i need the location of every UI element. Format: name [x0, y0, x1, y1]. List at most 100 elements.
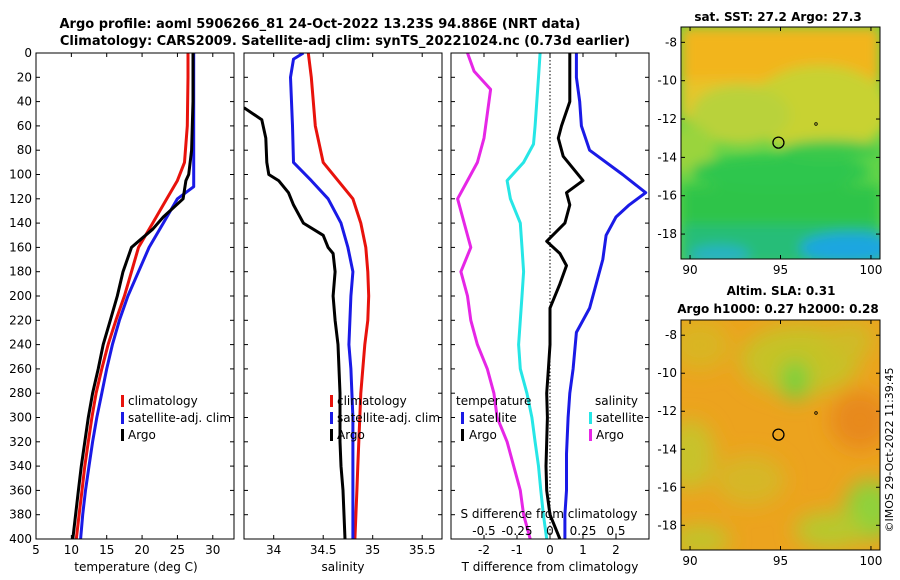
- legend-label-s-satellite: satellite: [596, 411, 644, 425]
- y-tick-label: 320: [9, 435, 32, 449]
- x-tick-label: 1: [579, 543, 587, 557]
- legend-swatch-satellite: [121, 412, 124, 424]
- y-tick-label: 0: [24, 46, 32, 60]
- top-tick-label: 0.5: [606, 524, 625, 538]
- plot-frame: [243, 52, 443, 540]
- x-tick-label: 34.5: [310, 543, 337, 557]
- map-x-tick-label: 90: [682, 263, 697, 277]
- y-tick-label: 160: [9, 240, 32, 254]
- series-line-argo: [244, 106, 347, 539]
- map-x-tick-label: 95: [773, 554, 788, 568]
- map-y-tick-label: -10: [657, 366, 677, 380]
- legend-label-climatology: climatology: [128, 394, 198, 408]
- map-y-tick-label: -12: [657, 404, 677, 418]
- y-tick-label: 240: [9, 338, 32, 352]
- legend-swatch-argo: [330, 429, 333, 441]
- map-y-tick-label: -16: [657, 480, 677, 494]
- y-tick-label: 200: [9, 289, 32, 303]
- legend-label-satellite: satellite-adj. clim: [128, 411, 231, 425]
- top-tick-label: -0.5: [472, 524, 495, 538]
- island-marker: [814, 122, 818, 126]
- legend-label-argo: Argo: [337, 428, 365, 442]
- x-tick-label: 35: [365, 543, 380, 557]
- series-group: [456, 53, 648, 539]
- legend-swatch-climatology: [121, 395, 124, 407]
- x-tick-label: 0: [546, 543, 554, 557]
- legend-label-t-satellite: satellite: [469, 411, 517, 425]
- x-tick-label: 35.5: [409, 543, 436, 557]
- y-tick-label: 220: [9, 313, 32, 327]
- legend-swatch-t-satellite: [461, 412, 464, 424]
- legend-swatch-t-argo: [461, 429, 464, 441]
- map-y-tick-label: -14: [657, 150, 677, 164]
- sst-map-title: sat. SST: 27.2 Argo: 27.3: [694, 10, 861, 24]
- y-tick-label: 280: [9, 386, 32, 400]
- series-line-satellite-adj-clim: [289, 53, 355, 539]
- map-y-tick-label: -8: [665, 328, 677, 342]
- sla-map-panel: Altim. SLA: 0.31 Argo h1000: 0.27 h2000:…: [657, 284, 883, 568]
- map-y-tick-label: -14: [657, 442, 677, 456]
- difference-panel: -2 -1 0 1 2 -0.5 -0.25 0 0.25 0.5: [450, 52, 650, 557]
- salinity-legend: climatology satellite-adj. clim Argo: [330, 394, 440, 442]
- plot-frame: [35, 52, 235, 540]
- timestamp: ©IMOS 29-Oct-2022 11:39:45: [883, 367, 896, 532]
- x-tick-label: -2: [478, 543, 490, 557]
- y-tick-label: 340: [9, 459, 32, 473]
- series-line-t-satellite: [505, 53, 549, 539]
- legend-label-climatology: climatology: [337, 394, 407, 408]
- y-tick-label: 40: [17, 95, 32, 109]
- series-line-climatology: [306, 53, 371, 539]
- argo-position-marker: [772, 428, 785, 441]
- top-tick-label: 0: [546, 524, 554, 538]
- series-line-argo: [71, 53, 195, 539]
- temperature-panel: 0 20 40 60 80 100 120 140 160 180 200 220 240 260 280 3…: [9, 46, 235, 557]
- x-tick-label: 5: [32, 543, 40, 557]
- legend-label-satellite: satellite-adj. clim: [337, 411, 440, 425]
- x-tick-label: 20: [134, 543, 149, 557]
- difference-top-label: S difference from climatology: [461, 507, 638, 521]
- map-y-tick-label: -18: [657, 518, 677, 532]
- top-tick-label: -0.25: [501, 524, 532, 538]
- temperature-xlabel: temperature (deg C): [74, 560, 197, 574]
- series-line-climatology: [74, 53, 190, 539]
- y-tick-label: 120: [9, 192, 32, 206]
- map-y-tick-label: -8: [665, 35, 677, 49]
- legend-title-temperature: temperature: [456, 394, 531, 408]
- legend-title-salinity: salinity: [595, 394, 638, 408]
- map-y-tick-label: -16: [657, 189, 677, 203]
- y-tick-label: 300: [9, 411, 32, 425]
- island-marker: [814, 411, 818, 415]
- difference-legend: temperature satellite Argo salinity sate…: [456, 394, 644, 442]
- temperature-legend: climatology satellite-adj. clim Argo: [121, 394, 231, 442]
- map-y-tick-label: -18: [657, 227, 677, 241]
- series-group: [244, 53, 371, 539]
- map-y-tick-label: -12: [657, 112, 677, 126]
- series-line-satellite-adj-clim: [79, 53, 196, 539]
- legend-swatch-satellite: [330, 412, 333, 424]
- map-x-tick-label: 100: [860, 554, 883, 568]
- header-line-2: Climatology: CARS2009. Satellite-adj cli…: [60, 34, 630, 49]
- x-tick-label: 10: [64, 543, 79, 557]
- legend-swatch-s-satellite: [589, 412, 592, 424]
- series-line-s-argo: [456, 53, 532, 539]
- map-y-tick-label: -10: [657, 74, 677, 88]
- top-tick-label: 0.25: [570, 524, 597, 538]
- x-tick-label: 15: [99, 543, 114, 557]
- legend-swatch-argo: [121, 429, 124, 441]
- salinity-xlabel: salinity: [321, 560, 364, 574]
- series-line-s-satellite: [563, 53, 648, 539]
- sla-map-title-1: Altim. SLA: 0.31: [727, 284, 836, 298]
- y-tick-label: 140: [9, 216, 32, 230]
- y-tick-label: 20: [17, 70, 32, 84]
- salinity-panel: 34 34.5 35 35.5: [243, 52, 443, 557]
- x-tick-label: 2: [612, 543, 620, 557]
- series-line-t-argo: [544, 53, 585, 539]
- legend-label-t-argo: Argo: [469, 428, 497, 442]
- y-tick-label: 100: [9, 168, 32, 182]
- map-x-tick-label: 100: [860, 263, 883, 277]
- difference-xlabel: T difference from climatology: [461, 560, 639, 574]
- y-tick-label: 400: [9, 532, 32, 546]
- x-tick-label: 34: [266, 543, 281, 557]
- x-tick-label: -1: [511, 543, 523, 557]
- y-tick-label: 60: [17, 119, 32, 133]
